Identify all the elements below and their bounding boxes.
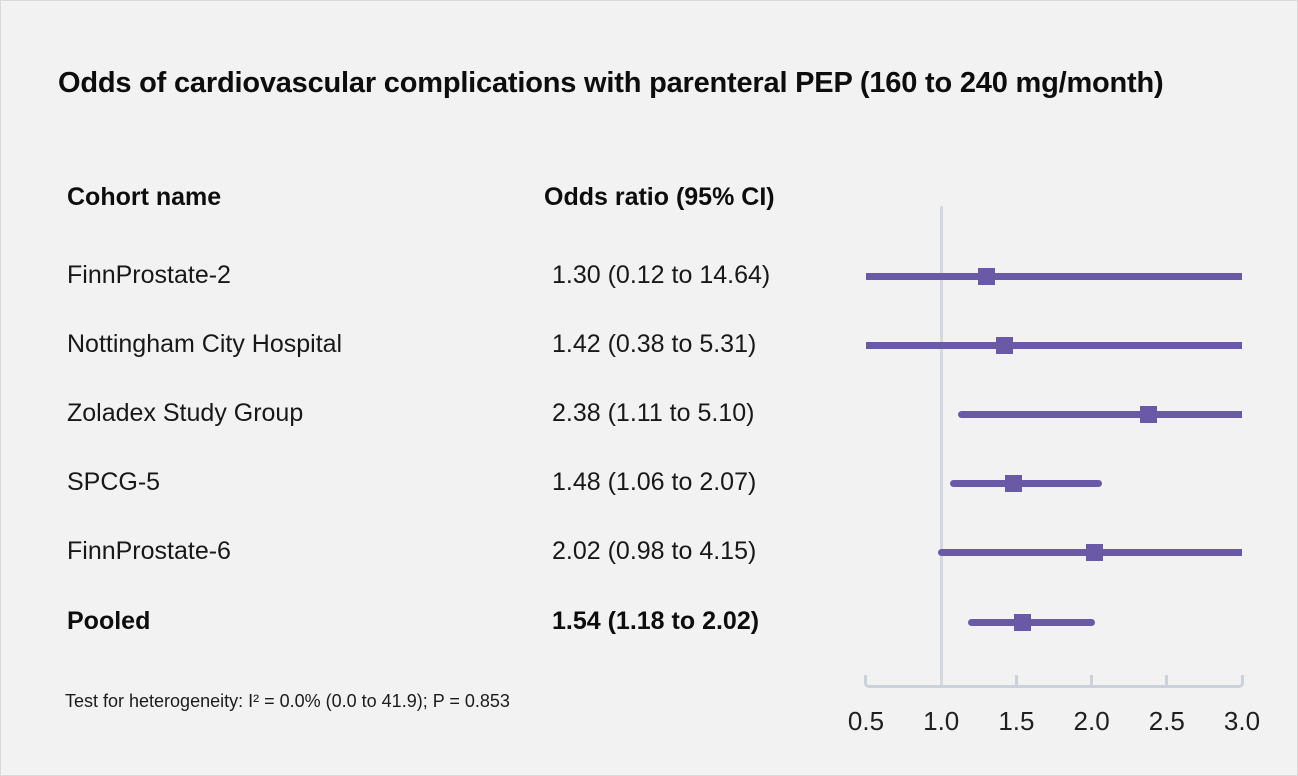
confidence-interval-line <box>866 272 1242 280</box>
cohort-name: Zoladex Study Group <box>67 399 304 427</box>
x-axis-tick-label: 1.5 <box>998 706 1035 736</box>
pooled-estimate-marker <box>1013 613 1031 631</box>
odds-ratio-value: 2.38 (1.11 to 5.10) <box>552 399 755 427</box>
point-estimate-marker <box>1004 474 1022 492</box>
confidence-interval-line <box>957 410 1242 418</box>
x-axis-tick-label: 3.0 <box>1223 706 1261 736</box>
figure-title: Odds of cardiovascular complications wit… <box>58 67 1164 99</box>
odds-ratio-value: 1.48 (1.06 to 2.07) <box>552 468 757 496</box>
odds-ratio-value: 1.54 (1.18 to 2.02) <box>552 607 760 635</box>
x-axis-tick <box>1014 675 1018 688</box>
point-estimate-marker <box>1086 543 1104 561</box>
point-estimate-marker <box>995 336 1013 354</box>
cohort-name: Pooled <box>67 607 151 635</box>
heterogeneity-footnote: Test for heterogeneity: I² = 0.0% (0.0 t… <box>65 691 510 711</box>
odds-ratio-value: 1.30 (0.12 to 14.64) <box>552 261 771 289</box>
cohort-name: FinnProstate-2 <box>67 261 231 289</box>
cohort-name: SPCG-5 <box>67 468 161 496</box>
x-axis-line <box>864 675 1244 688</box>
confidence-interval-line <box>950 479 1103 487</box>
x-axis-tick-label: 2.5 <box>1148 706 1185 736</box>
x-axis-tick-label: 0.5 <box>847 706 885 736</box>
odds-ratio-value: 1.42 (0.38 to 5.31) <box>552 330 757 358</box>
odds-ratio-value: 2.02 (0.98 to 4.15) <box>552 537 757 565</box>
x-axis-tick <box>1165 675 1169 688</box>
point-estimate-marker <box>977 267 995 285</box>
confidence-interval-line <box>968 618 1095 626</box>
x-axis-tick-label: 2.0 <box>1073 706 1110 736</box>
column-header-odds-ratio: Odds ratio (95% CI) <box>544 183 775 211</box>
confidence-interval-line <box>866 341 1242 349</box>
point-estimate-marker <box>1140 405 1158 423</box>
cohort-name: FinnProstate-6 <box>67 537 231 565</box>
cohort-name: Nottingham City Hospital <box>67 330 343 358</box>
x-axis-tick <box>1090 675 1094 688</box>
reference-line-1 <box>939 206 943 688</box>
x-axis-tick-label: 1.0 <box>923 706 960 736</box>
column-header-cohort: Cohort name <box>67 183 222 211</box>
